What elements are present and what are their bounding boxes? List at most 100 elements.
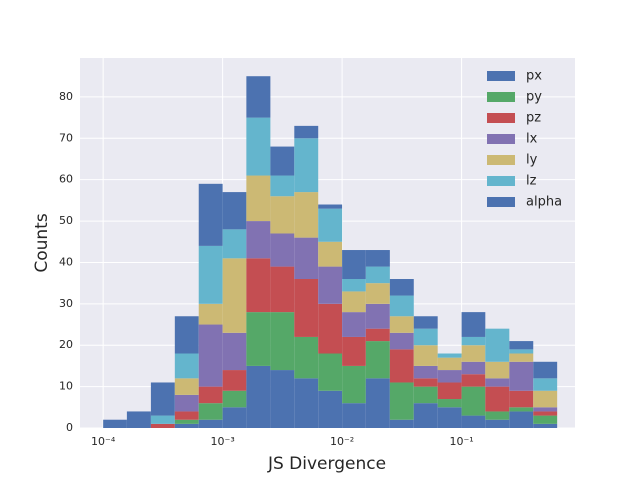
legend-swatch bbox=[487, 155, 515, 165]
legend-swatch bbox=[487, 92, 515, 102]
y-tick-label: 20 bbox=[59, 338, 73, 351]
histogram-bar bbox=[485, 419, 510, 428]
histogram-bar bbox=[198, 419, 223, 428]
histogram-bar bbox=[246, 175, 271, 222]
histogram-bar bbox=[198, 324, 223, 387]
x-tick-label: 10⁻² bbox=[330, 435, 354, 448]
histogram-bar bbox=[533, 378, 558, 391]
histogram-bar bbox=[413, 345, 438, 366]
histogram-bar bbox=[174, 419, 199, 424]
histogram-bar bbox=[437, 353, 462, 358]
legend-label: pz bbox=[526, 111, 541, 126]
histogram-bar bbox=[174, 378, 199, 395]
histogram-bar bbox=[342, 279, 366, 292]
legend-label: alpha bbox=[526, 195, 562, 210]
y-tick-label: 50 bbox=[59, 214, 73, 227]
histogram-bar bbox=[509, 361, 534, 391]
histogram-bar bbox=[365, 283, 390, 304]
legend-swatch bbox=[487, 71, 515, 81]
histogram-bar bbox=[318, 266, 343, 304]
histogram-bar bbox=[222, 332, 247, 371]
histogram-bar bbox=[533, 407, 558, 412]
histogram-bar bbox=[174, 353, 199, 379]
histogram-bar bbox=[365, 328, 390, 342]
legend: px py pz lx ly lz alpha bbox=[487, 69, 562, 210]
histogram-bar bbox=[365, 341, 390, 379]
histogram-bar bbox=[198, 403, 223, 420]
histogram-bar bbox=[413, 365, 438, 379]
legend-swatch bbox=[487, 197, 515, 207]
histogram-bar bbox=[318, 208, 343, 242]
y-tick-label: 40 bbox=[59, 255, 73, 268]
histogram-bar bbox=[222, 229, 247, 259]
histogram-bar bbox=[437, 382, 462, 400]
histogram-bar bbox=[509, 349, 534, 354]
histogram-bar bbox=[294, 125, 319, 139]
histogram-bar bbox=[389, 349, 414, 383]
histogram-bar bbox=[485, 386, 510, 412]
histogram-bar bbox=[461, 361, 486, 375]
histogram-bar bbox=[318, 303, 343, 354]
histogram-bar bbox=[389, 382, 414, 420]
histogram-bar bbox=[485, 411, 510, 420]
bars bbox=[103, 76, 558, 428]
histogram-bar bbox=[198, 245, 223, 304]
histogram-bar bbox=[174, 394, 199, 412]
legend-swatch bbox=[487, 113, 515, 123]
histogram-bar bbox=[294, 279, 319, 337]
histogram-bar bbox=[509, 390, 534, 408]
histogram-bar bbox=[533, 415, 558, 424]
x-tick-label: 10⁻⁴ bbox=[91, 435, 116, 448]
y-tick-label: 70 bbox=[59, 131, 73, 144]
histogram-bar bbox=[509, 407, 534, 412]
histogram-bar bbox=[150, 382, 175, 416]
histogram-bar bbox=[318, 241, 343, 267]
histogram-bar bbox=[389, 419, 414, 428]
histogram-bar bbox=[342, 291, 366, 313]
histogram-bar bbox=[318, 390, 343, 428]
legend-label: lz bbox=[526, 174, 537, 189]
histogram-bar bbox=[413, 328, 438, 346]
histogram-bar bbox=[437, 357, 462, 371]
histogram-bar bbox=[270, 233, 295, 267]
histogram-bar bbox=[246, 258, 271, 313]
histogram-bar bbox=[485, 328, 510, 362]
histogram-bar bbox=[198, 303, 223, 325]
histogram-bar bbox=[389, 295, 414, 317]
histogram-bar bbox=[533, 361, 558, 379]
y-tick-label: 0 bbox=[66, 421, 73, 434]
histogram-bar bbox=[294, 378, 319, 428]
x-axis-label: JS Divergence bbox=[267, 454, 386, 474]
histogram-bar bbox=[413, 316, 438, 329]
histogram-bar bbox=[342, 336, 366, 366]
histogram-bar bbox=[222, 192, 247, 230]
y-tick-label: 60 bbox=[59, 173, 73, 186]
histogram-bar bbox=[389, 316, 414, 333]
histogram-bar bbox=[246, 117, 271, 176]
histogram-bar bbox=[103, 419, 127, 428]
histogram-bar bbox=[413, 403, 438, 428]
histogram-bar bbox=[389, 279, 414, 296]
legend-label: ly bbox=[526, 153, 538, 168]
histogram-bar bbox=[174, 411, 199, 420]
y-tick-label: 80 bbox=[59, 90, 73, 103]
histogram-bar bbox=[222, 407, 247, 428]
histogram-bar bbox=[485, 361, 510, 379]
histogram-bar bbox=[246, 76, 271, 118]
histogram-bar bbox=[222, 370, 247, 391]
x-tick-label: 10⁻³ bbox=[211, 435, 235, 448]
histogram-bar bbox=[365, 303, 390, 329]
histogram-bar bbox=[437, 407, 462, 428]
legend-label: px bbox=[526, 69, 542, 84]
histogram-bar bbox=[270, 370, 295, 428]
histogram-bar bbox=[461, 345, 486, 362]
y-tick-label: 30 bbox=[59, 297, 73, 310]
histogram-bar bbox=[174, 316, 199, 354]
histogram-bar bbox=[342, 365, 366, 404]
histogram-bar bbox=[174, 423, 199, 428]
legend-label: py bbox=[526, 90, 542, 105]
histogram-bar bbox=[150, 415, 175, 424]
histogram-bar bbox=[222, 390, 247, 408]
histogram-bar bbox=[246, 365, 271, 428]
histogram-bar bbox=[461, 336, 486, 346]
